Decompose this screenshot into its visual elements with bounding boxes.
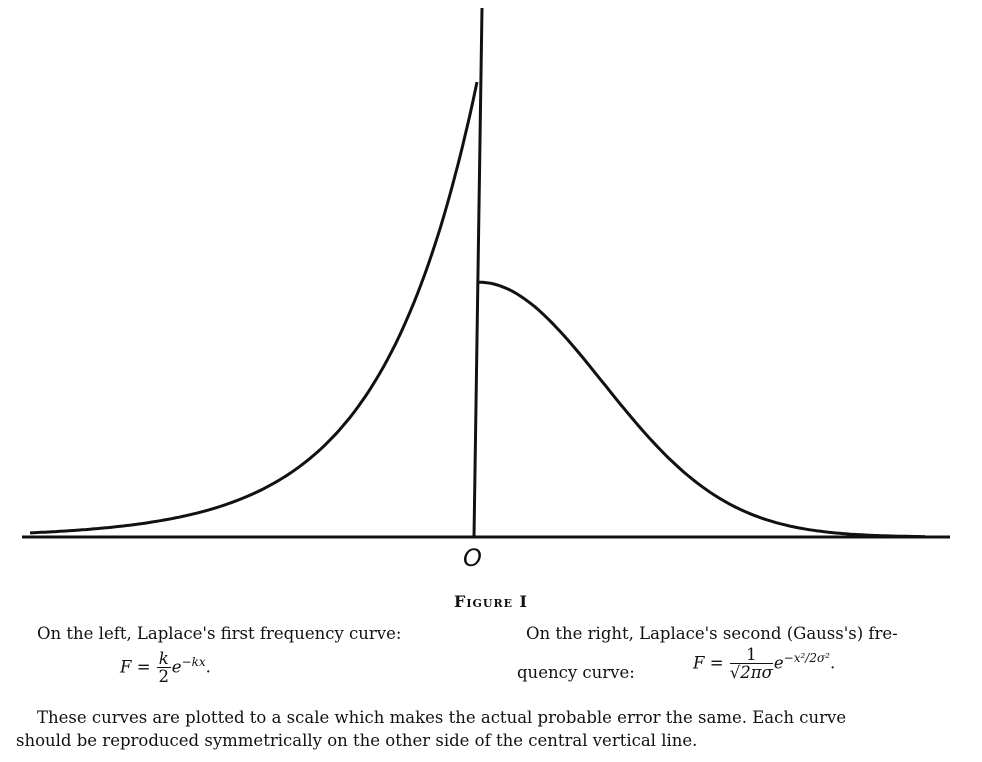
right-formula-num: 1 [729,646,773,665]
footer-line-1: These curves are plotted to a scale whic… [37,708,847,727]
left-formula-exp: −kx [181,654,206,669]
left-formula-fraction: k 2 [156,649,171,687]
left-formula-lhs: F = [120,657,151,677]
right-formula-end: . [829,653,836,673]
origin-label: O [463,544,482,572]
laplace-first-curve [29,81,479,535]
left-formula-num: k [156,649,171,669]
right-caption: On the right, Laplace's second (Gauss's)… [526,624,898,643]
right-caption-cont: quency curve: [517,663,635,682]
right-formula: F = 1 √2πσ e−x²/2σ². [693,646,835,682]
left-formula: F = k 2 e−kx. [120,650,211,686]
right-formula-exp: −x²/2σ² [783,650,830,665]
right-formula-lhs: F = [693,653,724,673]
right-formula-fraction: 1 √2πσ [729,646,773,683]
footer-line-2: should be reproduced symmetrically on th… [16,731,698,750]
gauss-curve [478,280,925,539]
figure-title: Figure I [453,592,529,611]
right-formula-den: √2πσ [729,663,773,683]
left-formula-den: 2 [158,667,170,687]
left-formula-end: . [205,657,211,677]
left-caption: On the left, Laplace's first frequency c… [37,624,402,643]
right-formula-e: e [773,653,784,673]
left-formula-e: e [171,657,182,677]
central-vertical-line [472,7,484,538]
frequency-curves-figure [22,7,950,539]
